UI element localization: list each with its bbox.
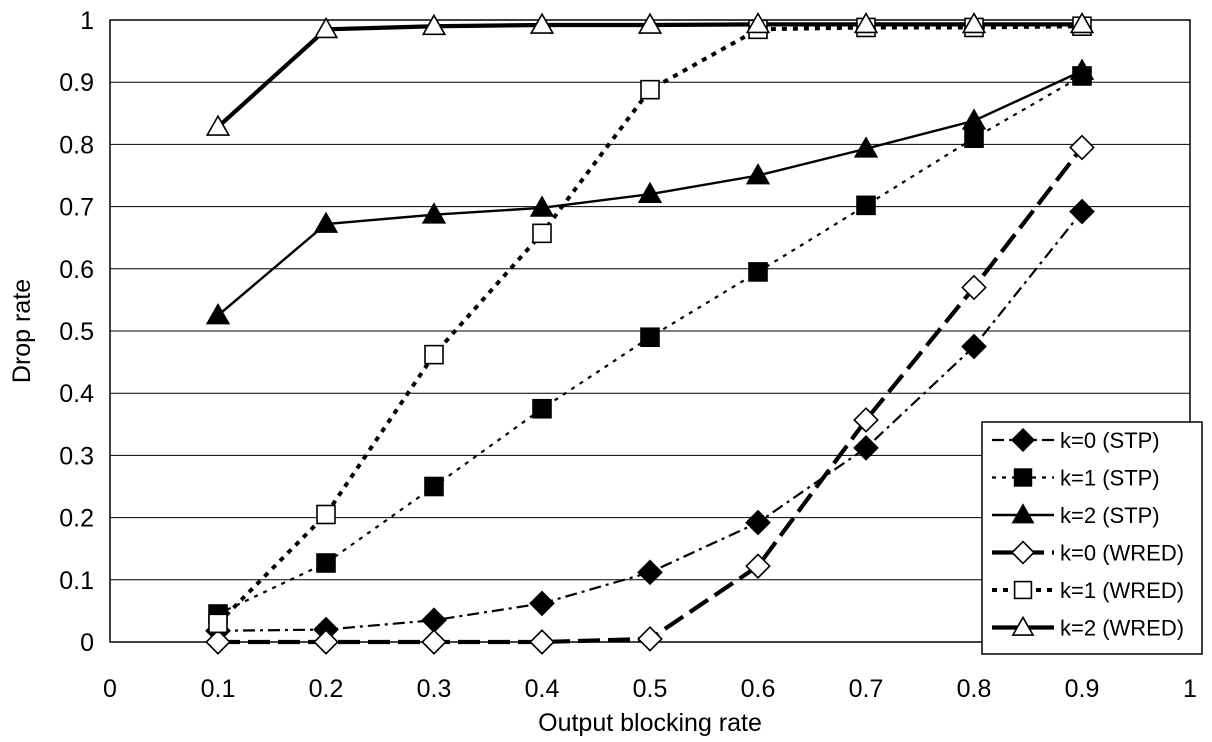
data-point xyxy=(637,181,663,204)
data-point xyxy=(529,12,555,34)
data-point xyxy=(1010,540,1036,565)
x-tick-label: 0.9 xyxy=(1065,675,1100,703)
data-point xyxy=(421,202,447,224)
legend-label: k=0 (WRED) xyxy=(1060,541,1184,566)
data-point xyxy=(313,629,339,655)
y-tick-label: 0.7 xyxy=(59,194,94,222)
data-point xyxy=(424,476,444,497)
data-point xyxy=(1011,503,1035,524)
data-point xyxy=(748,262,768,282)
x-tick-label: 0.2 xyxy=(309,675,344,703)
legend-label: k=2 (WRED) xyxy=(1060,616,1184,641)
y-tick-labels: 0 0.1 0.2 0.3 0.4 0.5 0.6 0.7 0.8 0.9 1 xyxy=(59,7,94,657)
data-point xyxy=(1013,580,1033,600)
legend-label: k=1 (WRED) xyxy=(1060,578,1184,603)
data-point xyxy=(424,344,444,365)
y-tick-label: 0 xyxy=(80,629,94,657)
data-point xyxy=(961,108,987,130)
series-line xyxy=(217,75,1083,616)
y-tick-label: 0.5 xyxy=(59,318,94,346)
y-tick-label: 0.3 xyxy=(59,442,94,470)
data-point xyxy=(421,13,447,36)
legend-label: k=2 (STP) xyxy=(1060,503,1160,528)
x-tick-label: 0.7 xyxy=(849,675,884,703)
data-point xyxy=(1013,468,1033,487)
data-point xyxy=(640,79,660,100)
y-axis-title: Drop rate xyxy=(8,279,36,383)
x-axis-title: Output blocking rate xyxy=(538,709,762,737)
y-tick-label: 0.9 xyxy=(59,69,94,97)
data-point xyxy=(745,163,771,185)
legend: k=0 (STP) k=1 (STP) k=2 (STP) k=0 (WRED) k=1… xyxy=(981,421,1203,655)
data-point xyxy=(1010,427,1036,453)
x-tick-label: 1 xyxy=(1183,675,1197,703)
legend-label: k=1 (STP) xyxy=(1060,466,1160,491)
data-point xyxy=(208,613,228,634)
x-tick-label: 0.1 xyxy=(201,675,236,703)
data-point xyxy=(637,626,663,652)
data-point xyxy=(529,590,555,617)
data-point xyxy=(313,16,339,39)
data-point xyxy=(961,333,987,360)
x-tick-label: 0.8 xyxy=(957,675,992,703)
y-tick-label: 0.6 xyxy=(59,256,94,284)
series-markers xyxy=(205,11,1095,655)
data-point xyxy=(205,629,231,655)
data-point xyxy=(853,407,879,433)
data-point xyxy=(313,211,339,233)
legend-label: k=0 (STP) xyxy=(1060,428,1160,453)
data-point xyxy=(532,398,552,419)
x-tick-label: 0.6 xyxy=(741,675,776,703)
data-point xyxy=(205,303,231,325)
data-point xyxy=(640,327,660,348)
data-point xyxy=(637,559,663,586)
series-line xyxy=(216,24,1083,625)
data-point xyxy=(745,11,771,34)
y-tick-label: 0.8 xyxy=(59,131,94,159)
data-point xyxy=(529,629,555,655)
data-point xyxy=(745,553,771,579)
x-tick-label: 0.3 xyxy=(417,675,452,703)
data-point xyxy=(853,136,879,158)
y-tick-label: 0.1 xyxy=(59,567,94,595)
y-tick-label: 0.2 xyxy=(59,505,94,533)
x-tick-label: 0.4 xyxy=(525,675,560,703)
data-point xyxy=(961,274,987,301)
series-line xyxy=(217,210,1083,632)
data-point xyxy=(961,11,987,34)
data-point xyxy=(637,12,663,34)
data-point xyxy=(1069,134,1095,161)
data-point xyxy=(421,629,447,655)
data-point xyxy=(964,128,984,148)
legend-box xyxy=(981,421,1203,655)
data-point xyxy=(1069,198,1095,225)
data-point xyxy=(316,553,336,573)
data-point xyxy=(205,114,231,136)
data-point xyxy=(853,11,879,34)
x-tick-label: 0.5 xyxy=(633,675,668,703)
data-point xyxy=(856,195,876,216)
data-point xyxy=(529,195,555,217)
data-point xyxy=(1069,11,1095,34)
data-point xyxy=(745,509,771,536)
y-tick-label: 0.4 xyxy=(59,380,94,408)
y-tick-label: 1 xyxy=(80,7,94,35)
data-point xyxy=(1069,58,1095,80)
data-point xyxy=(853,435,879,461)
data-point xyxy=(532,223,552,244)
x-tick-label: 0 xyxy=(103,675,117,703)
x-tick-labels: 0 0.1 0.2 0.3 0.4 0.5 0.6 0.7 0.8 0.9 1 xyxy=(103,675,1197,703)
data-point xyxy=(1011,615,1035,636)
data-point xyxy=(316,504,336,525)
